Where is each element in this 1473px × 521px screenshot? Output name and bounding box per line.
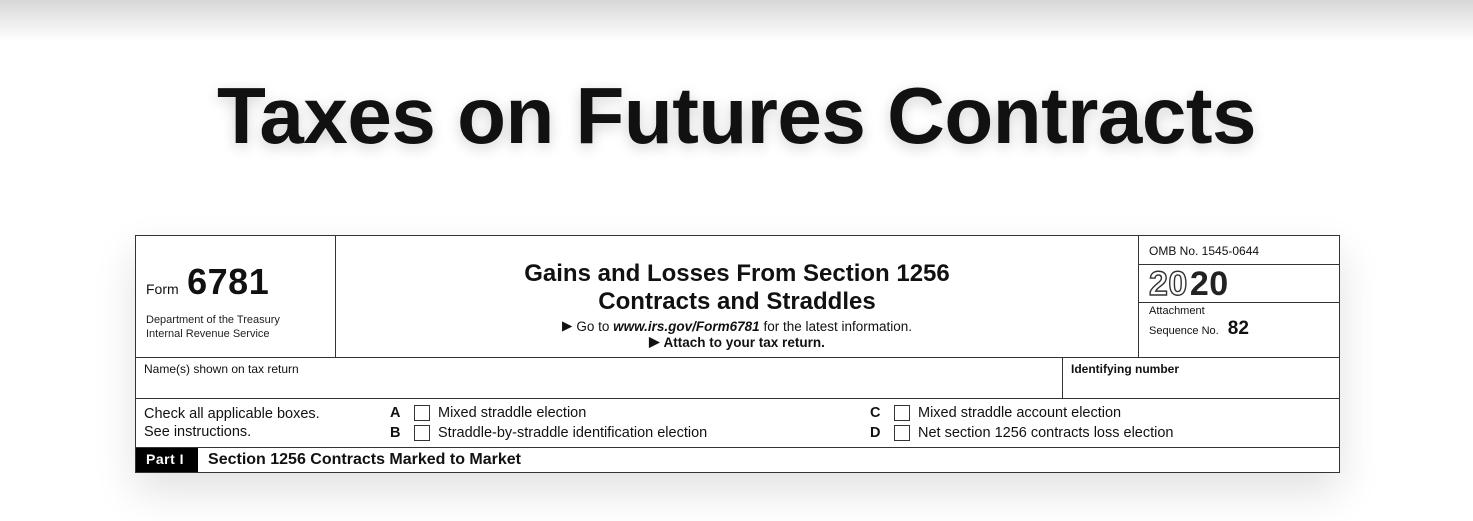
arrow-icon: ▶ (562, 318, 572, 334)
omb-number: OMB No. 1545-0644 (1139, 244, 1339, 265)
option-b-label: Straddle-by-straddle identification elec… (438, 425, 707, 441)
option-c: C Mixed straddle account election (870, 405, 1331, 421)
goto-suffix: for the latest information. (760, 319, 912, 334)
option-d-letter: D (870, 425, 886, 441)
tax-year: 2020 (1139, 267, 1339, 303)
option-a-letter: A (390, 405, 406, 421)
option-b: B Straddle-by-straddle identification el… (390, 425, 870, 441)
form-title-line-2: Contracts and Straddles (346, 288, 1128, 316)
name-id-row: Name(s) shown on tax return Identifying … (136, 357, 1339, 399)
checkbox-d[interactable] (894, 425, 910, 441)
check-col-ab: A Mixed straddle election B Straddle-by-… (390, 405, 870, 441)
part-badge: Part I (136, 448, 198, 472)
checkbox-a[interactable] (414, 405, 430, 421)
option-c-label: Mixed straddle account election (918, 405, 1121, 421)
option-a: A Mixed straddle election (390, 405, 870, 421)
check-instr-2: See instructions. (144, 423, 390, 441)
checkbox-row: Check all applicable boxes. See instruct… (136, 399, 1339, 447)
dept-line-2: Internal Revenue Service (146, 328, 325, 342)
check-col-cd: C Mixed straddle account election D Net … (870, 405, 1331, 441)
part-i-header: Part I Section 1256 Contracts Marked to … (136, 447, 1339, 472)
form-title-line-1: Gains and Losses From Section 1256 (346, 260, 1128, 288)
attachment-label: Attachment (1149, 305, 1205, 317)
identifying-number-label: Identifying number (1063, 358, 1339, 398)
department-block: Department of the Treasury Internal Reve… (146, 314, 325, 342)
part-title: Section 1256 Contracts Marked to Market (198, 448, 531, 472)
year-yy: 20 (1190, 267, 1229, 301)
arrow-icon: ▶ (649, 334, 659, 350)
option-c-letter: C (870, 405, 886, 421)
dept-line-1: Department of the Treasury (146, 314, 325, 328)
option-b-letter: B (390, 425, 406, 441)
goto-url: www.irs.gov/Form6781 (613, 319, 760, 334)
checkbox-c[interactable] (894, 405, 910, 421)
check-instructions: Check all applicable boxes. See instruct… (144, 405, 390, 441)
sequence-number: 82 (1228, 318, 1249, 339)
attach-line: ▶ Attach to your tax return. (346, 335, 1128, 351)
attachment-sequence: Attachment Sequence No. 82 (1149, 303, 1329, 341)
form-header-center: Gains and Losses From Section 1256 Contr… (336, 236, 1139, 357)
form-header-left: Form 6781 Department of the Treasury Int… (136, 236, 336, 357)
form-word: Form (146, 281, 179, 297)
form-header-right: OMB No. 1545-0644 2020 Attachment Sequen… (1139, 236, 1339, 357)
year-century: 20 (1149, 267, 1188, 301)
form-header: Form 6781 Department of the Treasury Int… (136, 236, 1339, 357)
names-on-return-label: Name(s) shown on tax return (136, 358, 1063, 398)
attach-text: Attach to your tax return. (664, 335, 825, 350)
option-a-label: Mixed straddle election (438, 405, 586, 421)
slide: Taxes on Futures Contracts Form 6781 Dep… (0, 0, 1473, 521)
goto-prefix: Go to (576, 319, 613, 334)
slide-title: Taxes on Futures Contracts (0, 70, 1473, 162)
option-d-label: Net section 1256 contracts loss election (918, 425, 1174, 441)
sequence-label: Sequence No. (1149, 325, 1219, 337)
check-instr-1: Check all applicable boxes. (144, 405, 390, 423)
checkbox-b[interactable] (414, 425, 430, 441)
option-d: D Net section 1256 contracts loss electi… (870, 425, 1331, 441)
irs-form-6781: Form 6781 Department of the Treasury Int… (135, 235, 1340, 473)
form-number: 6781 (187, 264, 269, 300)
goto-line: ▶ Go to www.irs.gov/Form6781 for the late… (346, 319, 1128, 335)
